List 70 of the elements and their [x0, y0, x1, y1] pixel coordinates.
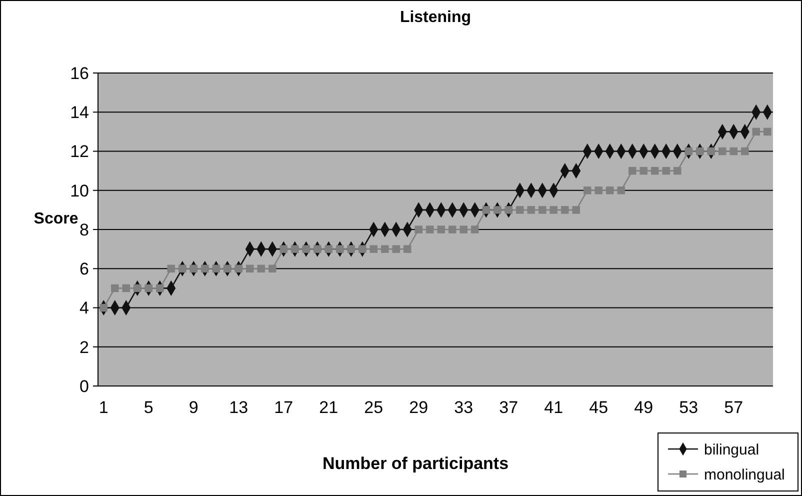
y-tick-label: 6 — [80, 260, 89, 279]
point — [684, 147, 692, 156]
x-axis-title: Number of participants — [322, 454, 509, 473]
point — [696, 147, 704, 156]
point — [516, 206, 524, 214]
legend-label: bilingual — [704, 441, 760, 458]
point — [651, 166, 659, 175]
point — [448, 226, 456, 234]
point — [617, 186, 625, 194]
x-tick-label: 41 — [544, 398, 564, 417]
point — [628, 166, 636, 175]
x-tick-label: 53 — [679, 398, 698, 417]
point — [718, 147, 726, 156]
point — [674, 166, 682, 175]
point — [111, 284, 119, 292]
x-tick-label: 49 — [634, 398, 654, 417]
point — [460, 226, 468, 234]
y-tick-label: 8 — [80, 220, 89, 240]
y-tick-label: 0 — [80, 376, 89, 396]
x-tick-label: 5 — [144, 398, 154, 417]
legend-label: monolingual — [704, 466, 785, 484]
x-tick-label: 57 — [724, 398, 744, 417]
y-tick-label: 12 — [70, 142, 89, 162]
point — [707, 147, 715, 156]
y-tick-label: 14 — [70, 103, 89, 122]
point — [752, 128, 760, 136]
x-tick-label: 25 — [364, 398, 384, 417]
point — [594, 186, 602, 194]
point — [268, 264, 276, 272]
x-tick-label: 45 — [589, 398, 608, 417]
point — [741, 147, 749, 156]
point — [471, 226, 479, 234]
x-tick-label: 1 — [98, 398, 108, 417]
point — [257, 264, 265, 272]
point — [392, 245, 400, 253]
point — [370, 245, 378, 253]
y-tick-label: 10 — [70, 181, 89, 200]
point — [662, 166, 670, 175]
y-tick-label: 16 — [70, 64, 89, 83]
y-axis-title: Score — [34, 210, 78, 228]
x-tick-label: 21 — [319, 398, 338, 417]
x-tick-label: 9 — [188, 398, 198, 417]
point — [404, 245, 412, 253]
x-tick-label: 13 — [229, 398, 248, 417]
chart-title: Listening — [400, 9, 472, 26]
y-tick-label: 4 — [80, 298, 89, 318]
point — [561, 206, 569, 214]
point — [246, 264, 254, 272]
x-tick-label: 33 — [454, 398, 474, 417]
x-tick-label: 29 — [409, 398, 428, 417]
point — [381, 245, 389, 253]
point — [167, 264, 175, 272]
point — [437, 226, 445, 234]
point — [538, 206, 546, 214]
point — [122, 284, 130, 292]
x-tick-label: 17 — [274, 398, 294, 417]
point — [426, 226, 434, 234]
point — [730, 147, 738, 156]
y-tick-label: 2 — [80, 338, 89, 357]
point — [764, 128, 772, 136]
point — [144, 284, 152, 292]
point — [640, 166, 648, 175]
point — [606, 186, 614, 194]
point — [414, 226, 422, 234]
point — [584, 186, 592, 194]
point — [550, 206, 558, 214]
x-tick-label: 37 — [499, 398, 518, 417]
point — [572, 206, 580, 214]
point — [527, 206, 535, 214]
point — [134, 284, 142, 292]
